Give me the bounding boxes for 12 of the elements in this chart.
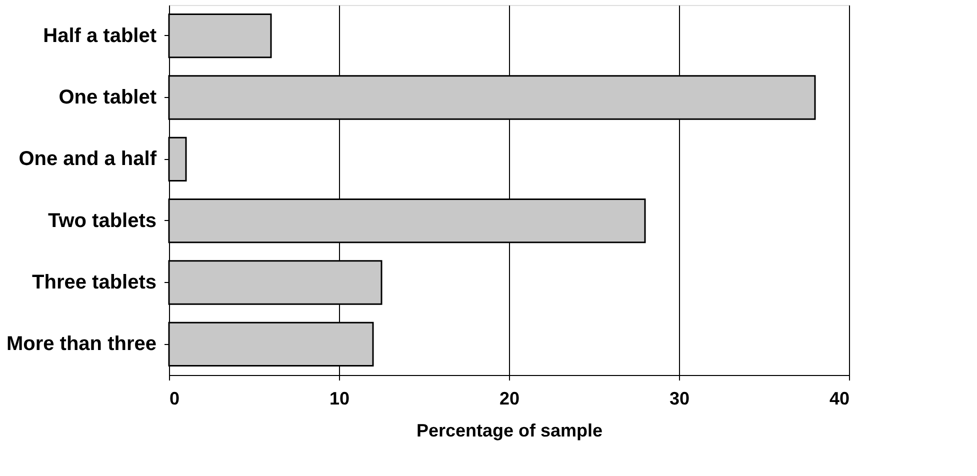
x-tick-label: 20 [499, 388, 520, 408]
y-tick-label: Three tablets [32, 272, 156, 294]
y-tick-label: Two tablets [48, 210, 156, 232]
x-tick-label: 10 [329, 388, 350, 408]
x-tick-label: 30 [669, 388, 690, 408]
y-tick-label: Half a tablet [43, 24, 157, 47]
y-tick-label: One tablet [58, 86, 157, 108]
x-axis-title: Percentage of sample [416, 420, 603, 440]
x-tick-label: 0 [170, 388, 180, 408]
x-tick-label: 40 [829, 388, 850, 408]
y-tick-label: One and a half [18, 148, 157, 170]
y-tick-label: More than three [6, 333, 156, 356]
